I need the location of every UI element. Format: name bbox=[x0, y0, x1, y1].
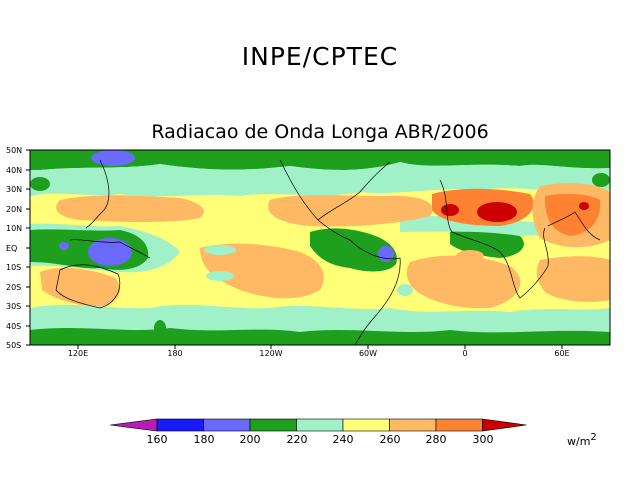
colorbar-label-240: 240 bbox=[332, 433, 354, 446]
olr-region-blue-north bbox=[91, 150, 135, 166]
colorbar-segment bbox=[389, 418, 437, 432]
olr-region-australia-orange bbox=[40, 267, 120, 308]
olr-region-maritime-blue bbox=[88, 238, 132, 266]
colorbar-label-300: 300 bbox=[472, 433, 494, 446]
colorbar-arrow-low bbox=[110, 418, 158, 432]
organization-title: INPE/CPTEC bbox=[241, 42, 399, 71]
olr-region-sahara-red bbox=[477, 202, 517, 222]
unit-label: w/m2 bbox=[567, 432, 597, 448]
colorbar-label-280: 280 bbox=[425, 433, 447, 446]
map-title: Radiacao de Onda Longa ABR/2006 bbox=[151, 121, 489, 143]
lat-label-eq: EQ bbox=[6, 244, 18, 253]
colorbar-label-220: 220 bbox=[286, 433, 308, 446]
colorbar-label-200: 200 bbox=[239, 433, 261, 446]
colorbar-segment bbox=[249, 418, 297, 432]
lon-label-120w: 120W bbox=[259, 349, 283, 358]
colorbar-segment bbox=[203, 418, 251, 432]
lat-label-20n: 20N bbox=[6, 205, 23, 214]
lat-label-20s: 20S bbox=[6, 283, 22, 292]
lon-label-180: 180 bbox=[167, 349, 183, 358]
olr-region-east-pacific-orange bbox=[200, 243, 324, 299]
lat-label-40n: 40N bbox=[6, 166, 23, 175]
lon-label-60w: 60W bbox=[358, 349, 378, 358]
olr-region-atlantic-orange bbox=[268, 195, 433, 227]
colorbar-label-160: 160 bbox=[146, 433, 168, 446]
lon-label-0: 0 bbox=[462, 349, 468, 358]
olr-region-amazon-blue bbox=[378, 246, 394, 262]
colorbar-segment bbox=[435, 418, 483, 432]
colorbar-arrow-high bbox=[482, 418, 527, 432]
lon-label-60e: 60E bbox=[554, 349, 570, 358]
lat-label-50n: 50N bbox=[6, 146, 23, 155]
olr-region-indian-orange bbox=[536, 256, 610, 302]
coastlines bbox=[55, 159, 601, 345]
olr-region-amazon-green bbox=[310, 228, 397, 272]
olr-region-south-green bbox=[30, 328, 610, 345]
lat-label-30s: 30S bbox=[6, 302, 22, 311]
colorbar-segment bbox=[296, 418, 344, 432]
olr-region-north-light bbox=[30, 162, 610, 197]
olr-region-pacific-orange bbox=[56, 195, 204, 222]
colorbar-segment bbox=[342, 418, 390, 432]
lat-label-10n: 10N bbox=[6, 224, 23, 233]
olr-map bbox=[26, 149, 611, 349]
colorbar-label-180: 180 bbox=[193, 433, 215, 446]
colorbar-segment bbox=[156, 418, 204, 432]
colorbar-label-260: 260 bbox=[379, 433, 401, 446]
lat-label-30n: 30N bbox=[6, 185, 23, 194]
olr-region-north-green bbox=[30, 150, 610, 170]
lat-label-50s: 50S bbox=[6, 341, 22, 350]
lon-label-120e: 120E bbox=[67, 349, 89, 358]
lat-label-10s: 10S bbox=[6, 263, 22, 272]
color-scale-bar bbox=[110, 418, 527, 432]
lat-label-40s: 40S bbox=[6, 322, 22, 331]
olr-region-south-atlantic-orange bbox=[406, 255, 521, 309]
